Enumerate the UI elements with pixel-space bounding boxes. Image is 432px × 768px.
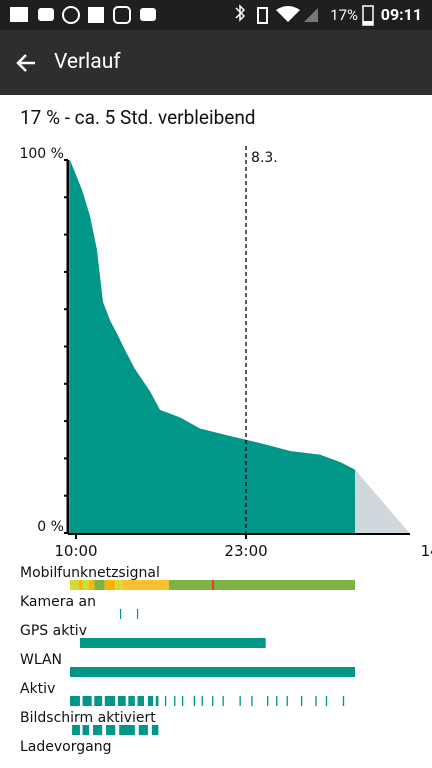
track-segment (213, 580, 355, 590)
track-segment (201, 696, 203, 706)
track-label: Bildschirm aktiviert (20, 710, 156, 726)
x-tick-label: 14:00 (421, 542, 432, 560)
track-segment (164, 696, 167, 706)
track-segment (212, 580, 214, 590)
track-segment (78, 580, 83, 590)
battery-summary: 17 % - ca. 5 Std. verbleibend (20, 106, 256, 129)
track-segment (128, 696, 135, 706)
track-segment (222, 696, 224, 706)
track-segment (119, 609, 122, 619)
track-label: Mobilfunknetzsignal (20, 565, 160, 581)
track-label: WLAN (20, 652, 62, 668)
system-icons (235, 4, 318, 24)
track-segment (104, 696, 116, 706)
track-segment (342, 696, 345, 706)
track-segment (155, 696, 159, 706)
track-segment (121, 580, 169, 590)
battery-level: 17% (330, 6, 358, 24)
track-segment (82, 696, 92, 706)
track-segment (69, 667, 355, 677)
track-label: Aktiv (20, 681, 55, 697)
day-marker-label: 8.3. (251, 150, 278, 166)
track-segment (89, 580, 95, 590)
track-segment (251, 696, 253, 706)
track-segment (212, 696, 214, 706)
track-segment (115, 580, 122, 590)
notification-icons (10, 6, 156, 24)
status-bar: 17% 09:11 (0, 0, 432, 30)
track-segment (94, 696, 103, 706)
track-segment (69, 580, 79, 590)
track-segment (93, 725, 103, 735)
track-label: Kamera an (20, 594, 96, 610)
track-segment (106, 725, 116, 735)
x-tick-label: 10:00 (54, 542, 97, 560)
track-segment (82, 580, 90, 590)
track-segment (286, 696, 288, 706)
track-segment (79, 638, 266, 648)
y-tick-label: 0 % (37, 519, 64, 535)
y-tick-label: 100 % (19, 146, 63, 162)
track-segment (117, 696, 126, 706)
track-segment (82, 725, 90, 735)
prediction-area (354, 469, 410, 533)
track-segment (151, 725, 159, 735)
track-segment (104, 580, 116, 590)
screen-title: Verlauf (54, 50, 121, 74)
track-segment (266, 696, 269, 706)
track-segment (325, 696, 328, 706)
track-label: GPS aktiv (20, 623, 87, 639)
back-button[interactable] (15, 51, 39, 75)
track-segment (174, 696, 176, 706)
track-segment (119, 725, 135, 735)
track-label: Ladevorgang (20, 739, 111, 755)
track-segment (239, 696, 241, 706)
track-segment (94, 580, 105, 590)
track-segment (181, 696, 184, 706)
track-segment (137, 696, 145, 706)
track-segment (300, 696, 303, 706)
clock: 09:11 (380, 5, 422, 24)
x-tick-label: 23:00 (224, 542, 267, 560)
battery-icon (362, 5, 374, 26)
battery-area (69, 160, 355, 533)
app-bar: Verlauf (0, 30, 432, 95)
track-segment (193, 696, 196, 706)
track-segment (72, 725, 80, 735)
track-segment (69, 696, 80, 706)
track-segment (138, 725, 148, 735)
track-segment (136, 609, 139, 619)
track-segment (276, 696, 278, 706)
track-segment (147, 696, 154, 706)
track-segment (168, 580, 213, 590)
track-segment (315, 696, 317, 706)
